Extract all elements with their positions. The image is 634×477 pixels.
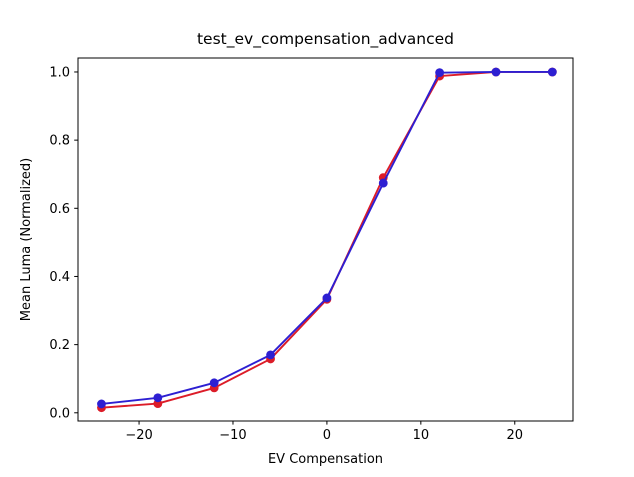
y-tick-label: 0.6 [49, 202, 70, 217]
blue-series-marker [547, 67, 557, 77]
axes-spines [77, 57, 574, 422]
chart-title: test_ev_compensation_advanced [197, 30, 454, 49]
plot-area [78, 58, 573, 421]
y-tick-label: 0.2 [49, 338, 70, 353]
blue-series-marker [266, 350, 275, 360]
x-tick-label: 20 [506, 428, 523, 443]
y-tick-label: 0.0 [49, 406, 70, 421]
x-axis-label: EV Compensation [268, 452, 383, 467]
y-tick-label: 0.8 [49, 134, 70, 149]
series-lines [97, 67, 557, 413]
x-tick-label: −10 [219, 428, 246, 443]
blue-series-marker [209, 378, 219, 388]
y-tick-label: 1.0 [49, 65, 70, 80]
blue-series-marker [378, 178, 388, 188]
x-tick-label: 10 [413, 428, 430, 443]
x-axis-ticks: −20 −10 0 10 20 [125, 420, 523, 443]
blue-series-marker [97, 399, 106, 409]
x-tick-label: −20 [125, 428, 152, 443]
y-tick-label: 0.4 [49, 270, 70, 285]
y-axis-ticks: 0.0 0.2 0.4 0.6 0.8 1.0 [49, 65, 78, 421]
blue-series-marker [153, 393, 163, 403]
blue-series-marker [322, 293, 332, 303]
x-tick-label: 0 [323, 428, 331, 443]
y-axis-label: Mean Luma (Normalized) [19, 158, 34, 321]
blue-series-marker [435, 68, 445, 78]
blue-series-marker [491, 67, 501, 77]
